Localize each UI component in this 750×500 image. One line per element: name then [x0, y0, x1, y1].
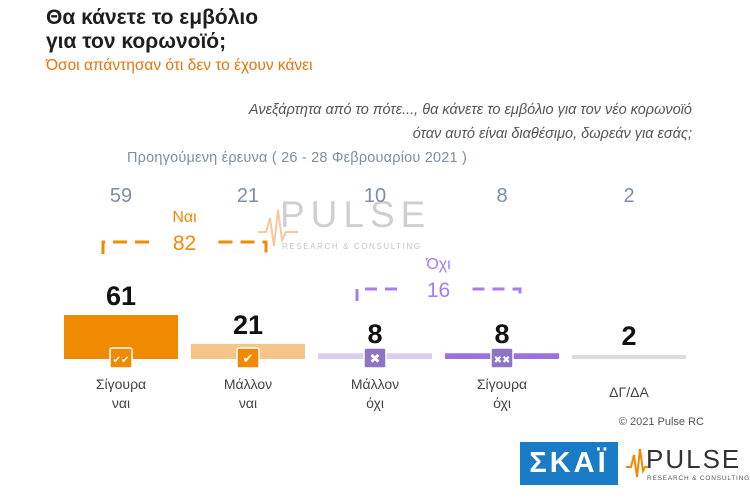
category-label: Μάλλον [224, 376, 272, 392]
double-x-icon-glyph: ✖✖ [494, 355, 511, 366]
chart-subtitle: Όσοι απάντησαν ότι δεν το έχουν κάνει [46, 57, 313, 74]
category-label: όχι [493, 395, 511, 411]
category-label: ναι [239, 395, 257, 411]
watermark-tagline: RESEARCH & CONSULTING [282, 242, 422, 251]
question-line-2: όταν αυτό είναι διαθέσιμο, δωρεάν για εσ… [412, 126, 692, 142]
pulse-logo: PULSE RESEARCH & CONSULTING [626, 444, 749, 488]
category-label: Σίγουρα [477, 376, 527, 392]
pulse-logo-wave-icon [626, 448, 648, 478]
chart-title: Θα κάνετε το εμβόλιο για τον κορωνοϊό; [46, 6, 258, 54]
group-bracket-right [218, 240, 268, 254]
group-bracket-right [472, 287, 522, 301]
previous-survey-label: Προηγούμενη έρευνα ( 26 - 28 Φεβρουαρίου… [127, 150, 468, 166]
title-line-1: Θα κάνετε το εμβόλιο [46, 6, 259, 29]
previous-value-label: 10 [364, 185, 386, 207]
question-line-1: Ανεξάρτητα από το πότε..., θα κάνετε το … [248, 102, 692, 118]
double-x-icon [490, 347, 514, 369]
category-label: όχι [366, 395, 384, 411]
category-label: Σίγουρα [96, 376, 146, 392]
bar-value-label: 8 [367, 319, 382, 349]
pulse-logo-word: PULSE [646, 444, 742, 474]
pulse-wave-icon [258, 209, 298, 247]
group-total: 16 [427, 279, 450, 302]
group-label: Όχι [425, 256, 451, 273]
double-check-icon-glyph: ✔✔ [113, 355, 130, 366]
pulse-logo-tagline: RESEARCH & CONSULTING [647, 475, 750, 482]
previous-value-label: 8 [496, 185, 507, 207]
x-icon [363, 347, 387, 369]
bar-value-label: 2 [621, 321, 636, 351]
survey-question: Ανεξάρτητα από το πότε..., θα κάνετε το … [249, 98, 692, 146]
group-total: 82 [173, 232, 196, 255]
title-line-2: για τον κορωνοϊό; [46, 30, 227, 53]
check-icon-glyph: ✔ [243, 351, 254, 366]
category-label: ΔΓ/ΔΑ [609, 384, 649, 400]
category-label: ναι [112, 395, 130, 411]
bar-value-label: 21 [233, 310, 263, 340]
bar-value-label: 61 [106, 281, 136, 311]
group-bracket-left [101, 240, 151, 254]
check-icon [236, 347, 260, 369]
copyright-note: © 2021 Pulse RC [618, 416, 704, 428]
x-icon-glyph: ✖ [370, 351, 381, 366]
category-label: Μάλλον [351, 376, 399, 392]
previous-value-label: 59 [110, 185, 132, 207]
skai-logo: ΣΚΑΪ [520, 442, 618, 485]
previous-value-label: 2 [623, 185, 634, 207]
bar [572, 355, 686, 359]
watermark-word: PULSE [280, 194, 432, 235]
previous-value-label: 21 [237, 185, 259, 207]
group-bracket-left [355, 287, 405, 301]
group-label: Ναι [172, 209, 197, 226]
bar-value-label: 8 [494, 319, 509, 349]
double-check-icon [109, 347, 133, 369]
